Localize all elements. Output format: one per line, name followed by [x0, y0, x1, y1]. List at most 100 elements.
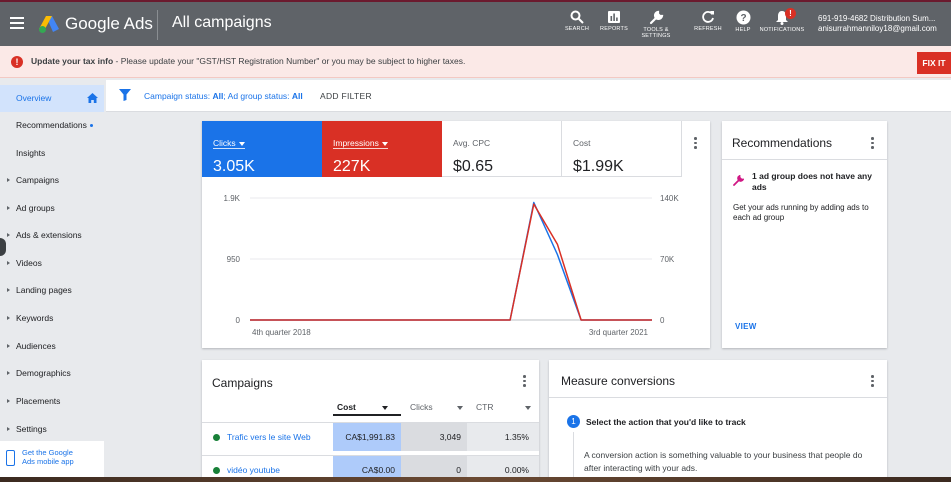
view-button[interactable]: VIEW — [735, 322, 757, 331]
campaign-status-value: All — [212, 91, 224, 101]
help-button[interactable]: ? HELP — [718, 10, 768, 33]
tax-info-alert: ! Update your tax info - Please update y… — [0, 46, 951, 78]
divider — [549, 397, 887, 398]
step-connector — [573, 432, 574, 482]
sidebar-item-label: Ad groups — [16, 203, 55, 213]
metric-value: $0.65 — [453, 158, 494, 175]
get-mobile-app-link[interactable] — [0, 441, 104, 482]
recommendations-title: Recommendations — [732, 136, 833, 150]
y-right-tick-label: 140K — [660, 194, 679, 203]
metric-value: 227K — [333, 158, 371, 175]
performance-line-chart: 1.9K 140K 950 70K 0 0 4th quarter 2018 3rd quar… — [224, 194, 680, 337]
campaign-name-link[interactable]: vidéo youtube — [227, 465, 280, 475]
metric-avg-cpc[interactable]: Avg. CPC $0.65 — [442, 121, 562, 177]
fix-it-button[interactable]: FIX IT — [917, 52, 951, 74]
search-label: SEARCH — [564, 26, 590, 32]
sidebar-item-videos[interactable]: Videos — [0, 250, 104, 277]
sidebar-item-label: Overview — [16, 93, 52, 103]
recommendation-body: Get your ads running by adding ads to ea… — [733, 203, 869, 222]
sidebar-item-demographics[interactable]: Demographics — [0, 360, 104, 387]
table-row[interactable]: Trafic vers le site Web CA$1,991.83 3,04… — [202, 422, 539, 451]
column-header-cost[interactable]: Cost — [337, 402, 388, 412]
metric-label[interactable]: Impressions — [333, 138, 388, 149]
tools-settings-button[interactable]: TOOLS & SETTINGS — [631, 10, 681, 39]
help-label: HELP — [735, 27, 751, 33]
dropdown-caret-icon — [525, 405, 532, 410]
x-tick-label: 4th quarter 2018 — [252, 328, 311, 337]
metric-cost[interactable]: Cost $1.99K — [562, 121, 682, 177]
sidebar-item-ads-extensions[interactable]: Ads & extensions — [0, 222, 104, 249]
notifications-label: NOTIFICATIONS — [759, 27, 805, 33]
alert-body: - Please update your "GST/HST Registrati… — [113, 56, 466, 66]
sidebar-item-recommendations[interactable]: Recommendations — [0, 112, 104, 139]
sidebar-item-overview[interactable]: Overview — [0, 85, 104, 112]
more-options-icon[interactable] — [523, 375, 527, 389]
cost-cell: CA$1,991.83 — [333, 423, 401, 451]
sidebar-item-label: Campaigns — [16, 175, 59, 185]
metric-label[interactable]: Clicks — [213, 138, 245, 149]
sidebar-item-label: Recommendations — [16, 120, 87, 130]
metric-label: Avg. CPC — [453, 138, 491, 148]
campaigns-title: Campaigns — [212, 376, 273, 390]
sidebar-item-insights[interactable]: Insights — [0, 140, 104, 167]
sidebar-item-label: Demographics — [16, 368, 71, 378]
reports-icon — [608, 11, 620, 23]
sidebar: Overview Recommendations Insights Campai… — [0, 79, 104, 482]
more-options-icon[interactable] — [694, 137, 698, 151]
sidebar-item-placements[interactable]: Placements — [0, 388, 104, 415]
step-description: A conversion action is something valuabl… — [584, 450, 863, 473]
column-header-clicks[interactable]: Clicks — [410, 402, 463, 412]
sidebar-item-keywords[interactable]: Keywords — [0, 305, 104, 332]
ad-group-status-value: All — [291, 91, 303, 101]
account-switcher[interactable]: 691-919-4682 Distribution Sum... anisurr… — [818, 14, 950, 34]
sidebar-item-label: Landing pages — [16, 285, 72, 295]
get-app-text[interactable]: Get the Google Ads mobile app — [22, 448, 74, 466]
filter-icon[interactable] — [119, 89, 131, 101]
active-filters[interactable]: Campaign status: All; Ad group status: A… — [144, 91, 303, 101]
measure-conversions-card — [549, 360, 887, 482]
add-filter-button[interactable]: ADD FILTER — [320, 91, 372, 101]
account-id: 691-919-4682 Distribution Sum... — [818, 14, 936, 23]
measure-conversions-title: Measure conversions — [561, 374, 676, 388]
column-header-label: Clicks — [410, 402, 433, 412]
sidebar-item-label: Audiences — [16, 341, 56, 351]
campaign-name-link[interactable]: Trafic vers le site Web — [227, 432, 311, 442]
filter-bar — [106, 80, 951, 112]
sidebar-item-ad-groups[interactable]: Ad groups — [0, 195, 104, 222]
status-enabled-icon — [213, 434, 220, 441]
divider — [722, 159, 887, 160]
search-button[interactable]: SEARCH — [552, 10, 602, 32]
new-indicator-dot — [89, 124, 93, 128]
dropdown-caret-icon — [381, 405, 388, 410]
refresh-icon — [702, 11, 714, 23]
tools-label-2: SETTINGS — [641, 33, 671, 39]
refresh-label: REFRESH — [694, 26, 722, 32]
menu-icon[interactable] — [10, 17, 24, 29]
alert-message: Update your tax info - Please update you… — [31, 56, 465, 66]
home-icon — [87, 93, 98, 103]
reports-button[interactable]: REPORTS — [589, 10, 639, 32]
refresh-button[interactable]: REFRESH — [683, 10, 733, 32]
sidebar-collapse-handle[interactable] — [0, 238, 6, 256]
notifications-button[interactable]: NOTIFICATIONS — [757, 10, 807, 33]
page-title: All campaigns — [172, 14, 272, 31]
dropdown-caret-icon — [238, 141, 245, 146]
get-app-line1: Get the Google — [22, 448, 73, 457]
sidebar-item-settings[interactable]: Settings — [0, 416, 104, 443]
sidebar-item-landing-pages[interactable]: Landing pages — [0, 277, 104, 304]
metric-impressions[interactable]: Impressions 227K — [322, 121, 442, 177]
status-enabled-icon — [213, 467, 220, 474]
metric-clicks[interactable]: Clicks 3.05K — [202, 121, 322, 177]
sidebar-item-audiences[interactable]: Audiences — [0, 333, 104, 360]
column-header-ctr[interactable]: CTR — [476, 402, 532, 412]
top-bar: Google Ads All campaigns SEARCH REPORTS … — [0, 0, 951, 46]
more-options-icon[interactable] — [871, 137, 875, 151]
y-right-tick-label: 0 — [660, 316, 665, 325]
metric-label-text: Clicks — [213, 138, 236, 148]
more-options-icon[interactable] — [871, 375, 875, 389]
metric-value: 3.05K — [213, 158, 255, 175]
dropdown-caret-icon — [456, 405, 463, 410]
metric-label: Cost — [573, 138, 591, 148]
sidebar-item-campaigns[interactable]: Campaigns — [0, 167, 104, 194]
brand-name: Google Ads — [65, 14, 153, 33]
